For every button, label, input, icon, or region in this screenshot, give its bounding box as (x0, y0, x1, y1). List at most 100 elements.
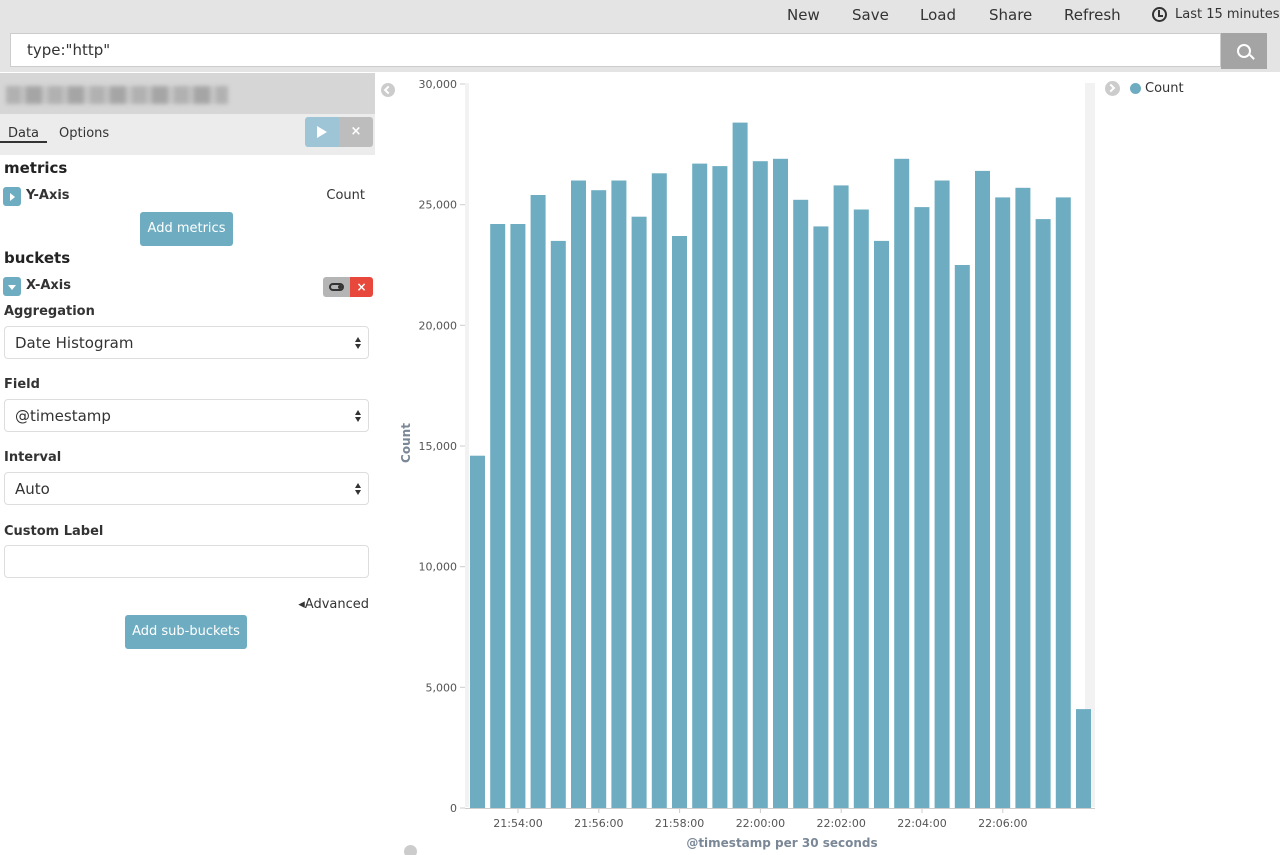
caret-right-icon (10, 193, 15, 201)
interval-select[interactable]: Auto (4, 472, 369, 505)
bar[interactable] (631, 216, 647, 808)
search-button[interactable] (1221, 33, 1267, 69)
time-picker[interactable]: Last 15 minutes (1152, 7, 1280, 22)
time-range-label: Last 15 minutes (1175, 7, 1280, 22)
bar[interactable] (853, 209, 869, 809)
bar[interactable] (894, 158, 910, 809)
custom-label-input[interactable] (4, 545, 369, 578)
bar[interactable] (672, 236, 687, 808)
search-input[interactable] (10, 33, 1221, 67)
bar[interactable] (813, 226, 829, 808)
play-icon (317, 126, 327, 138)
caret-left-icon: ◂ (298, 597, 305, 612)
buckets-heading: buckets (4, 249, 71, 267)
toggle-icon (329, 283, 344, 291)
remove-agg-button[interactable]: × (350, 277, 373, 297)
x-tick-label: 22:06:00 (978, 817, 1027, 830)
search-icon (1237, 44, 1251, 58)
bar[interactable] (1055, 197, 1071, 808)
apply-button[interactable] (305, 117, 339, 147)
bar[interactable] (591, 190, 607, 808)
select-caret-icon (355, 483, 362, 495)
y-tick-label: 25,000 (419, 199, 458, 212)
load-button[interactable]: Load (920, 6, 956, 24)
advanced-toggle[interactable]: ◂Advanced (298, 597, 369, 612)
field-value: @timestamp (15, 407, 111, 425)
bar[interactable] (914, 207, 930, 809)
x-tick-label: 22:04:00 (897, 817, 946, 830)
bar[interactable] (833, 185, 849, 808)
collapse-legend-icon[interactable] (1105, 81, 1120, 96)
legend-label: Count (1145, 81, 1184, 96)
metrics-heading: metrics (4, 159, 68, 177)
add-metrics-button[interactable]: Add metrics (140, 212, 233, 246)
new-button[interactable]: New (787, 6, 820, 24)
field-select[interactable]: @timestamp (4, 399, 369, 432)
query-bar (0, 30, 1280, 72)
bar[interactable] (571, 180, 586, 809)
custom-label-label: Custom Label (4, 524, 104, 539)
bar[interactable] (975, 170, 990, 808)
bar[interactable] (1076, 709, 1091, 808)
x-tick-label: 22:02:00 (816, 817, 865, 830)
bar[interactable] (752, 161, 768, 808)
x-axis-title: @timestamp per 30 seconds (686, 836, 877, 850)
tab-data[interactable]: Data (0, 114, 47, 143)
y-axis-value: Count (326, 188, 365, 203)
select-caret-icon (355, 410, 362, 422)
bar-chart: 0 5,000 10,000 15,000 20,000 25,000 30,000 21:… (399, 78, 1095, 850)
tab-options[interactable]: Options (59, 126, 110, 141)
x-tick-label: 21:54:00 (493, 817, 542, 830)
collapse-x-axis-button[interactable] (3, 277, 21, 296)
x-tick-label: 21:58:00 (655, 817, 704, 830)
bar[interactable] (712, 166, 728, 809)
bar[interactable] (692, 163, 708, 809)
bar[interactable] (550, 240, 566, 808)
interval-value: Auto (15, 480, 50, 498)
collapse-sidebar-icon[interactable] (381, 83, 395, 97)
discard-button[interactable]: × (339, 117, 373, 147)
bar[interactable] (1015, 187, 1031, 809)
x-axis-row: X-Axis × (3, 277, 373, 297)
clock-icon (1152, 7, 1167, 22)
y-axis-title: Count (399, 423, 413, 463)
aggregation-value: Date Histogram (15, 334, 134, 352)
bar[interactable] (530, 195, 546, 808)
bar[interactable] (732, 122, 748, 809)
y-tick-label: 20,000 (419, 319, 458, 332)
bar[interactable] (651, 173, 667, 809)
select-caret-icon (355, 337, 362, 349)
aggregation-select[interactable]: Date Histogram (4, 326, 369, 359)
field-label: Field (4, 377, 40, 392)
y-tick-label: 5,000 (426, 681, 458, 694)
interval-label: Interval (4, 450, 62, 465)
share-button[interactable]: Share (989, 6, 1033, 24)
bar[interactable] (793, 199, 809, 809)
editor-sidebar: Data Options × metrics Y-Axis Count Add … (0, 73, 375, 855)
add-sub-buckets-button[interactable]: Add sub-buckets (125, 615, 247, 649)
bar[interactable] (1035, 219, 1051, 809)
y-tick-label: 15,000 (419, 440, 458, 453)
toggle-agg-button[interactable] (323, 277, 350, 297)
bar[interactable] (510, 224, 526, 808)
x-axis-label: X-Axis (26, 278, 71, 293)
y-axis-label: Y-Axis (26, 188, 70, 203)
y-tick-label: 0 (450, 802, 457, 815)
advanced-label: Advanced (304, 597, 369, 612)
x-tick-label: 21:56:00 (574, 817, 623, 830)
bar[interactable] (470, 455, 485, 808)
expand-y-axis-button[interactable] (3, 187, 21, 206)
bar[interactable] (934, 180, 950, 809)
bar[interactable] (611, 180, 627, 809)
chart-area: 0 5,000 10,000 15,000 20,000 25,000 30,000 21:… (375, 73, 1280, 855)
collapse-bottom-icon[interactable] (404, 845, 417, 855)
bar[interactable] (773, 158, 788, 809)
chart-legend[interactable]: Count (1130, 81, 1184, 96)
bar[interactable] (874, 240, 889, 808)
save-button[interactable]: Save (852, 6, 889, 24)
bar[interactable] (954, 265, 970, 808)
bar[interactable] (995, 197, 1011, 808)
refresh-button[interactable]: Refresh (1064, 6, 1121, 24)
x-tick-label: 22:00:00 (736, 817, 785, 830)
bar[interactable] (490, 224, 506, 808)
